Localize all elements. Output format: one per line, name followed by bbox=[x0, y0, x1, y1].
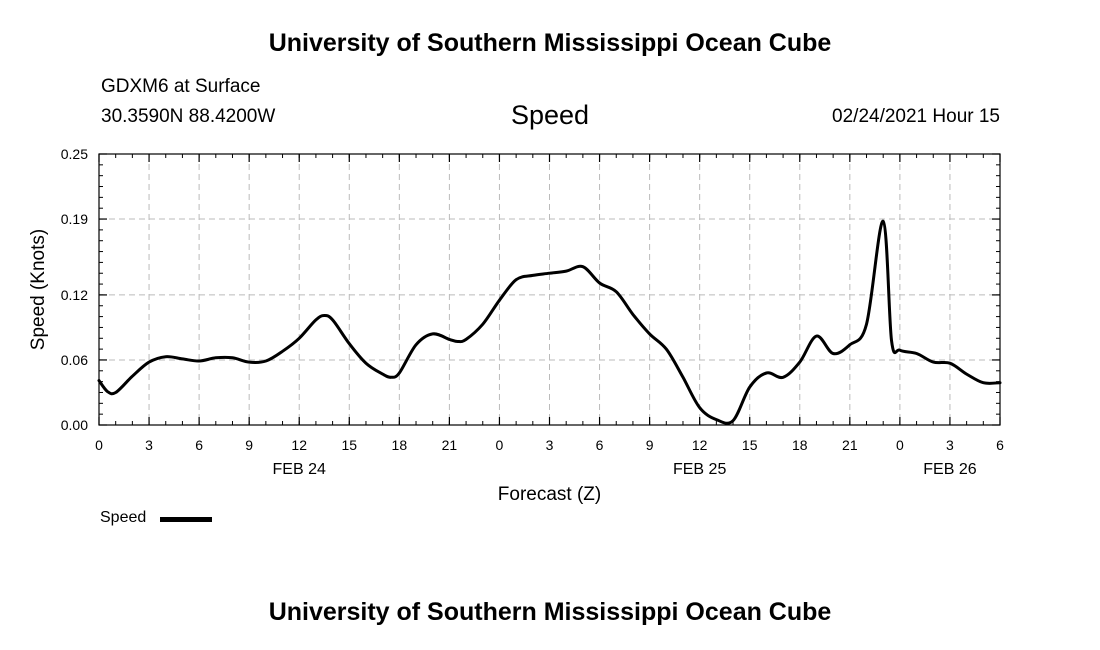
x-tick-label: 9 bbox=[245, 437, 253, 453]
x-tick-label: 15 bbox=[341, 437, 357, 453]
y-tick-label: 0.25 bbox=[61, 146, 88, 162]
date-label: FEB 24 bbox=[273, 461, 326, 478]
x-tick-label: 6 bbox=[996, 437, 1004, 453]
x-tick-label: 15 bbox=[742, 437, 758, 453]
legend-swatch bbox=[160, 517, 212, 522]
y-tick-label: 0.00 bbox=[61, 417, 88, 433]
date-label: FEB 26 bbox=[923, 461, 976, 478]
x-tick-label: 18 bbox=[792, 437, 808, 453]
coordinates-label: 30.3590N 88.4200W bbox=[101, 106, 276, 127]
x-tick-label: 3 bbox=[145, 437, 153, 453]
x-axis-title: Forecast (Z) bbox=[498, 484, 601, 505]
y-tick-label: 0.06 bbox=[61, 352, 88, 368]
y-tick-label: 0.12 bbox=[61, 287, 88, 303]
x-tick-label: 21 bbox=[842, 437, 858, 453]
footer-title: University of Southern Mississippi Ocean… bbox=[268, 598, 832, 626]
y-tick-label: 0.19 bbox=[61, 211, 88, 227]
plot-frame bbox=[98, 153, 1001, 426]
x-tick-label: 12 bbox=[692, 437, 708, 453]
x-tick-label: 3 bbox=[546, 437, 554, 453]
date-label: FEB 25 bbox=[673, 461, 726, 478]
x-tick-label: 3 bbox=[946, 437, 954, 453]
x-tick-label: 0 bbox=[95, 437, 103, 453]
x-tick-label: 6 bbox=[596, 437, 604, 453]
x-tick-label: 21 bbox=[442, 437, 458, 453]
x-tick-label: 0 bbox=[496, 437, 504, 453]
series-line-speed bbox=[97, 219, 1002, 425]
x-tick-label: 18 bbox=[392, 437, 408, 453]
forecast-datetime: 02/24/2021 Hour 15 bbox=[832, 106, 1000, 127]
x-tick-label: 6 bbox=[195, 437, 203, 453]
legend-label: Speed bbox=[100, 509, 147, 526]
x-tick-label: 12 bbox=[291, 437, 307, 453]
x-tick-label: 9 bbox=[646, 437, 654, 453]
chart-title: Speed bbox=[510, 100, 590, 130]
x-tick-label: 0 bbox=[896, 437, 904, 453]
y-axis-title: Speed (Knots) bbox=[28, 229, 49, 350]
station-label: GDXM6 at Surface bbox=[101, 76, 261, 97]
header-title: University of Southern Mississippi Ocean… bbox=[268, 29, 832, 57]
